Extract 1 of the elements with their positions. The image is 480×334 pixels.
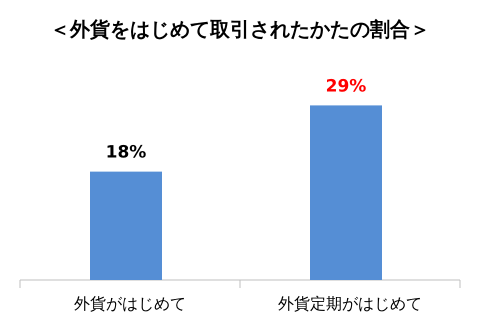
title: ＜外貨をはじめて取引されたかたの割合＞ xyxy=(50,17,430,41)
